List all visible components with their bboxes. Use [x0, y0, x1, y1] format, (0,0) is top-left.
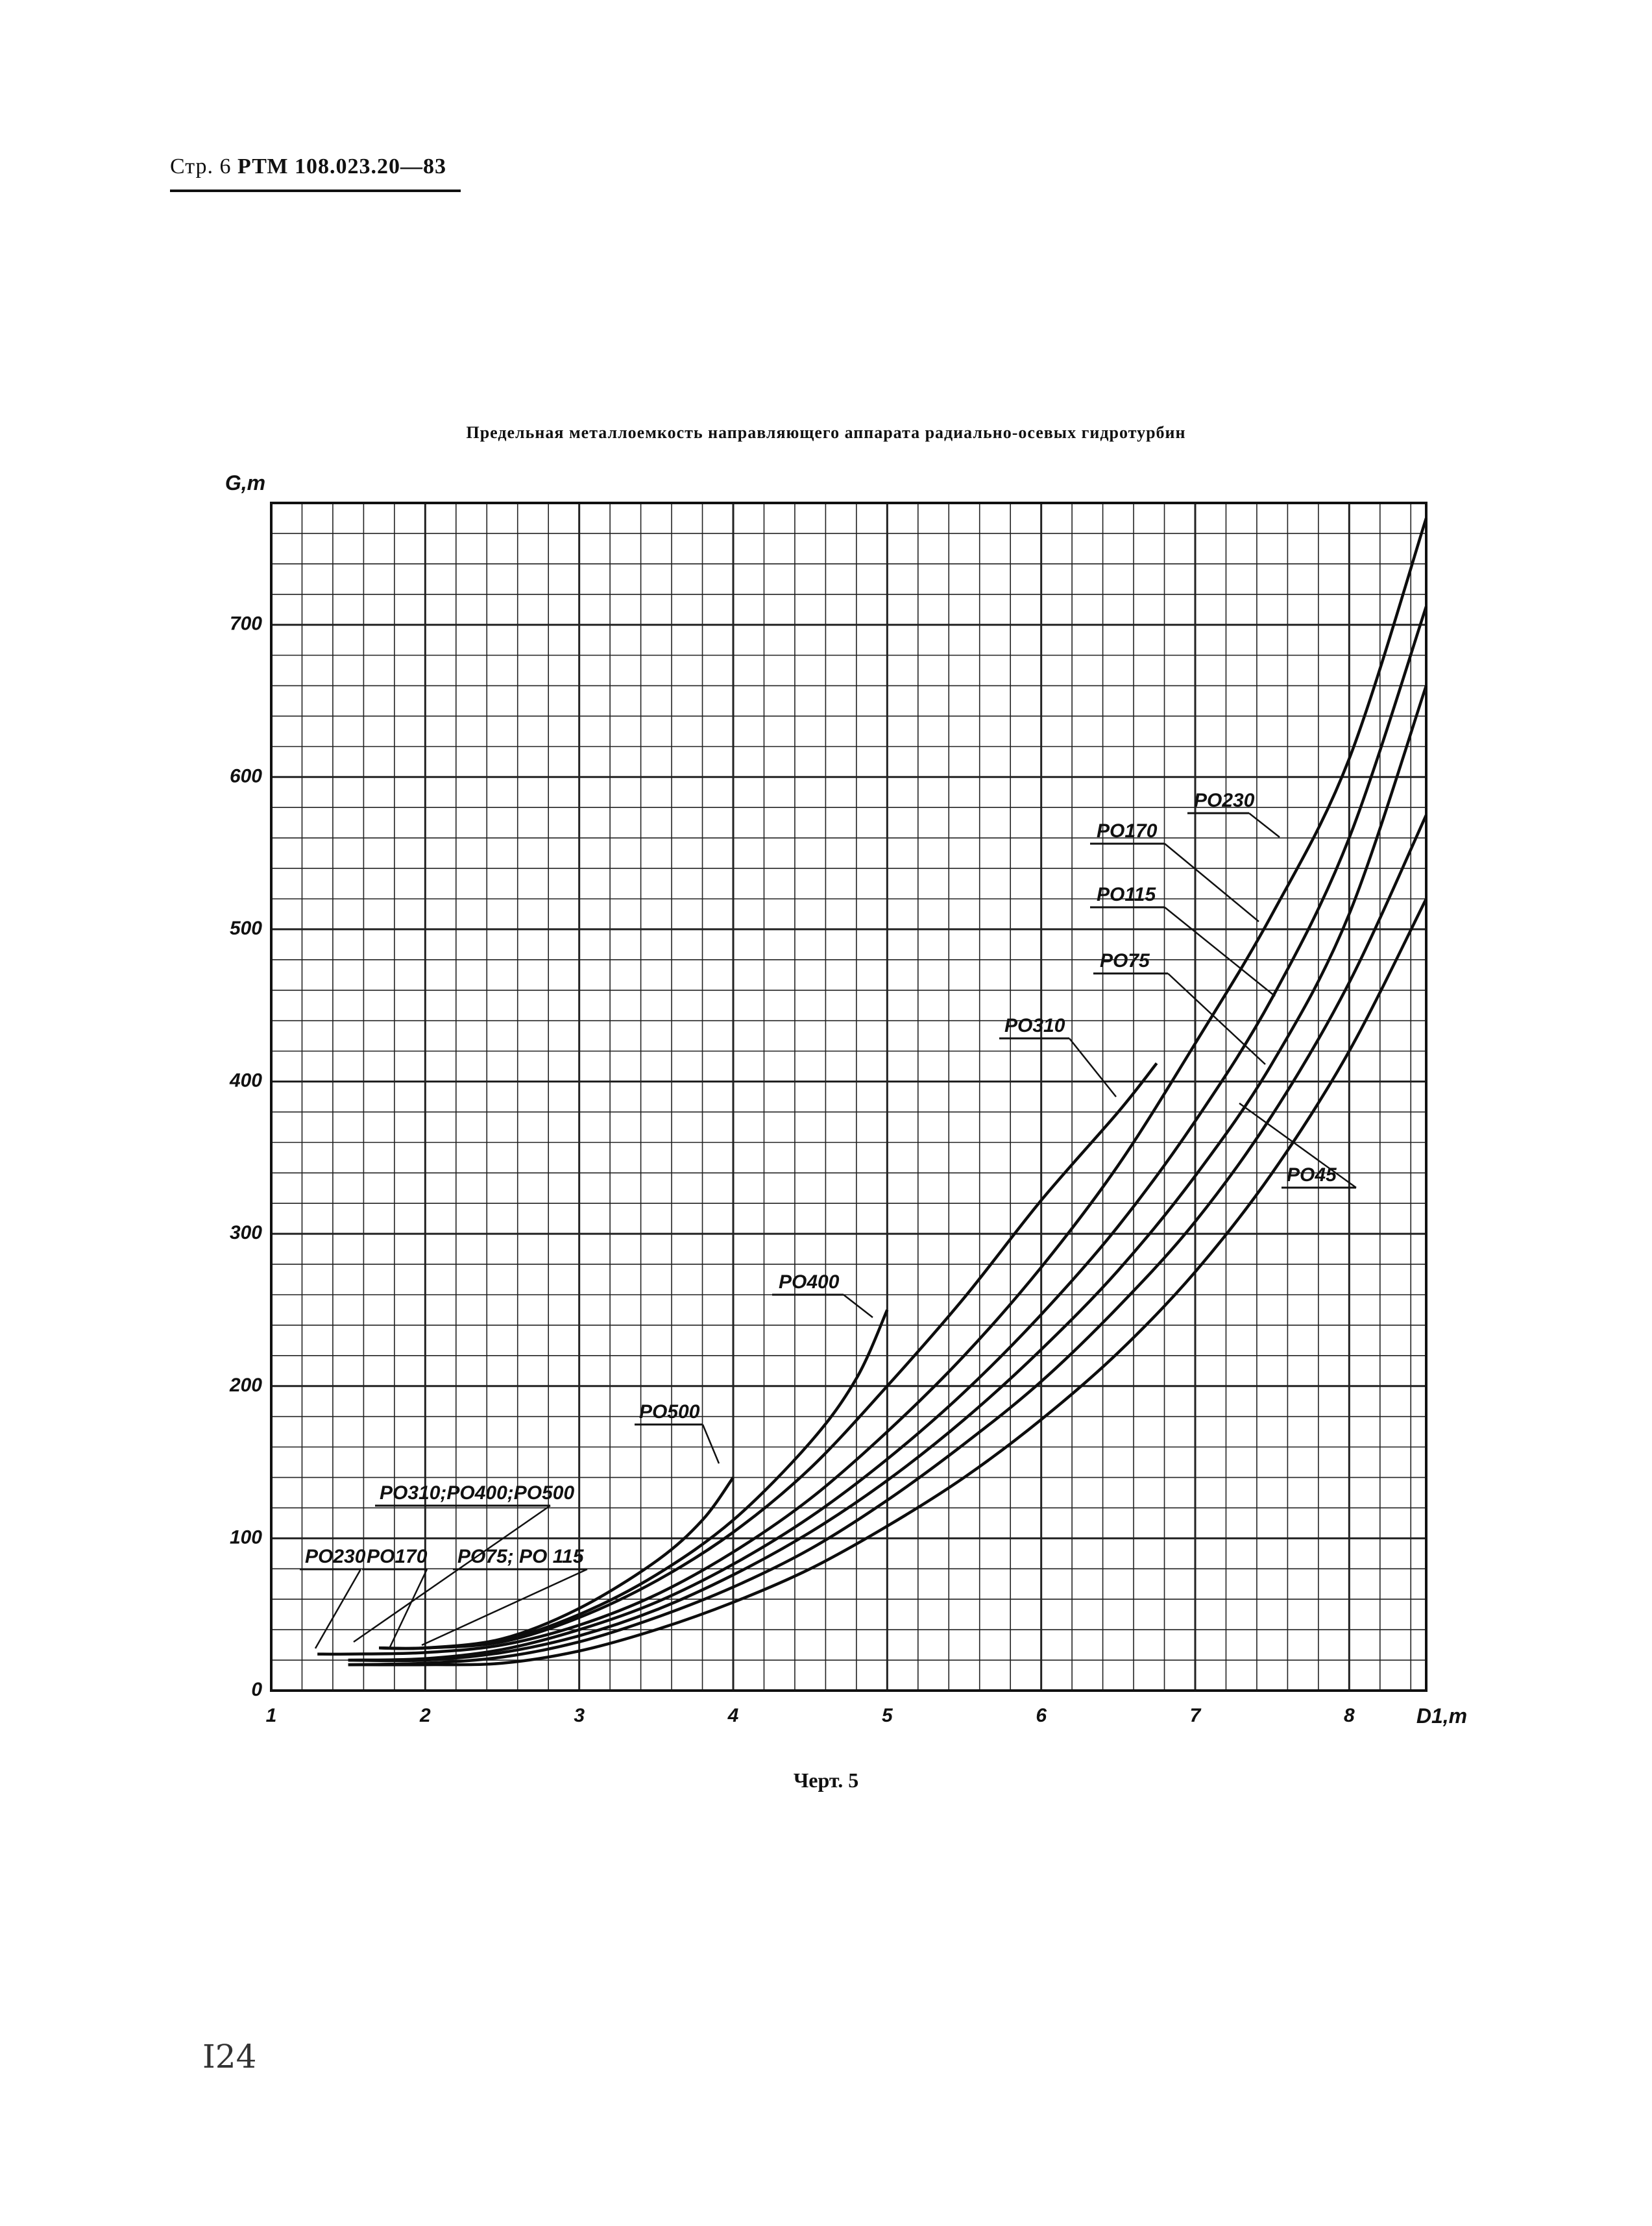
y-tick-label: 0 — [251, 1679, 262, 1700]
header-underline — [170, 190, 461, 192]
x-tick-label: 7 — [1190, 1705, 1202, 1726]
series-line-po230 — [317, 517, 1428, 1656]
x-tick-label: 8 — [1344, 1705, 1355, 1726]
y-tick-label: 400 — [229, 1070, 262, 1092]
annotation-leader — [1164, 843, 1259, 922]
annotation-leader — [388, 1569, 428, 1649]
x-tick-label: 4 — [727, 1705, 739, 1726]
annotation-label: PO75 — [1100, 950, 1150, 972]
series-line-po310 — [379, 1062, 1158, 1650]
y-tick-label: 300 — [230, 1222, 262, 1243]
annotation-label: PO75; PO 115 — [457, 1546, 585, 1567]
annotation-leader — [314, 1569, 362, 1649]
annotation-leader — [1069, 1038, 1117, 1097]
y-tick-label: 600 — [230, 765, 262, 787]
annotation-label: PO310;PO400;PO500 — [380, 1482, 574, 1504]
x-tick-label: 6 — [1036, 1705, 1047, 1726]
annotation-leader — [353, 1504, 551, 1643]
annotation-leader — [1248, 813, 1280, 838]
y-tick-label: 700 — [230, 613, 262, 635]
y-tick-label: 200 — [229, 1375, 262, 1396]
series-line-po500 — [379, 1476, 735, 1650]
figure-caption: Черт. 5 — [793, 1768, 859, 1792]
x-tick-label: 1 — [266, 1705, 277, 1726]
annotation-label: PO230 — [1194, 790, 1255, 811]
x-tick-label: 2 — [419, 1705, 431, 1726]
annotation-leader — [843, 1294, 873, 1318]
y-tick-label: 100 — [230, 1526, 262, 1548]
annotation-label: PO230 — [305, 1546, 366, 1567]
series-line-po170 — [348, 605, 1428, 1662]
y-axis-label: G,m — [225, 471, 265, 495]
series-line-po45 — [348, 898, 1428, 1667]
annotation-leader — [701, 1424, 720, 1464]
series-line-po75 — [348, 814, 1428, 1667]
annotation-label: PO115 — [1097, 884, 1156, 905]
document-code: РТМ 108.023.20—83 — [237, 154, 447, 178]
page-number: I24 — [202, 2038, 257, 2075]
x-tick-label: 5 — [882, 1705, 893, 1726]
annotation-label: PO170 — [367, 1546, 428, 1567]
y-tick-label: 500 — [230, 918, 262, 939]
annotation-label: PO170 — [1097, 820, 1158, 842]
annotation-leader — [1164, 907, 1276, 997]
page-label: Стр. 6 — [170, 154, 232, 178]
annotation-label: PO500 — [639, 1401, 700, 1423]
x-tick-label: 3 — [574, 1705, 585, 1726]
annotation-label: PO310 — [1004, 1015, 1065, 1036]
series-line-po115 — [348, 685, 1428, 1663]
annotation-leader — [1239, 1102, 1357, 1189]
annotation-leader — [1167, 973, 1266, 1065]
annotation-label: PO400 — [779, 1271, 840, 1293]
series-line-po400 — [379, 1309, 889, 1650]
annotation-label: PO45 — [1287, 1164, 1337, 1186]
plot-frame — [270, 502, 1427, 1692]
chart-title: Предельная металлоемкость направляющего … — [466, 423, 1186, 442]
document-header: Стр. 6 РТМ 108.023.20—83 — [170, 154, 446, 179]
annotation-leader — [421, 1568, 588, 1646]
x-axis-label: D1,m — [1416, 1704, 1467, 1728]
